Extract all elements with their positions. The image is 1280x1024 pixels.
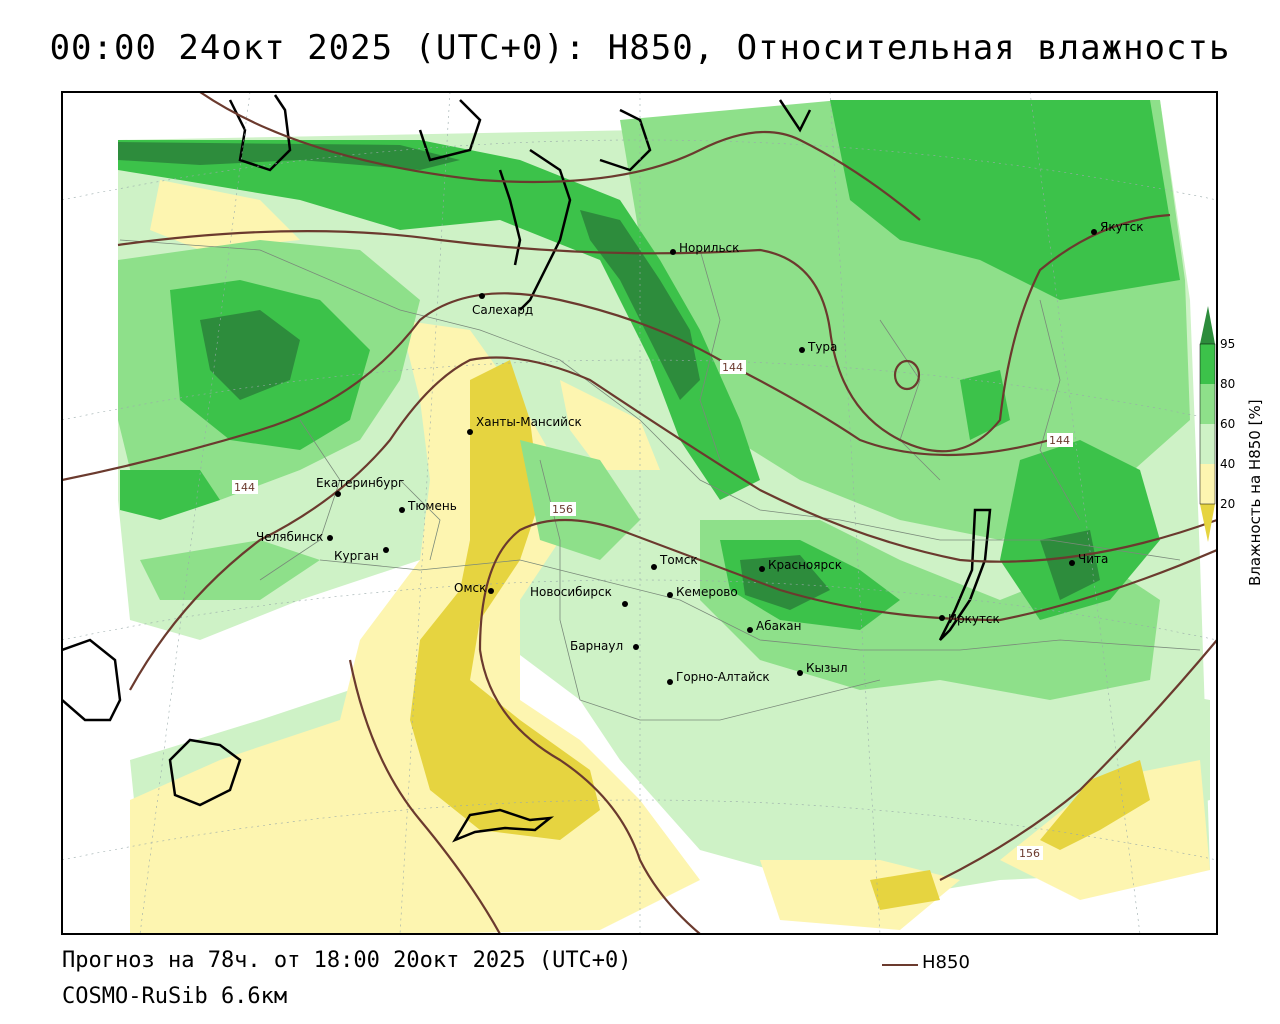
- city-label: Ханты-Мансийск: [476, 415, 582, 429]
- city-label: Кемерово: [676, 585, 738, 599]
- contour-label: 144: [234, 481, 255, 494]
- city-label: Якутск: [1100, 220, 1144, 234]
- city-label: Горно-Алтайск: [676, 670, 770, 684]
- colorbar-tick: 80: [1220, 377, 1236, 391]
- colorbar-tick: 95: [1220, 337, 1236, 351]
- city-label: Курган: [334, 549, 379, 563]
- colorbar-tick: 40: [1220, 457, 1236, 471]
- h850-contours: [62, 92, 1217, 934]
- map-frame: [61, 91, 1218, 935]
- humidity-fill-0: [410, 360, 1150, 910]
- colorbar: [1199, 306, 1216, 542]
- city-label: Новосибирск: [530, 585, 612, 599]
- city-label: Норильск: [679, 241, 739, 255]
- city-label: Чита: [1078, 552, 1108, 566]
- contour-label: 144: [1049, 434, 1070, 447]
- colorbar-tick: 60: [1220, 417, 1236, 431]
- colorbar-top-arrow: [1200, 306, 1215, 344]
- city-label: Кызыл: [806, 661, 848, 675]
- city-label: Тура: [807, 340, 837, 354]
- city-label: Екатеринбург: [316, 476, 404, 490]
- city-label: Иркутск: [948, 612, 1000, 626]
- colorbar-segment-20: [1200, 464, 1215, 504]
- model-name: COSMO-RuSib 6.6км: [62, 984, 288, 1009]
- colorbar-title: Влажность на H850 [%]: [1246, 399, 1264, 586]
- cities: Якутск Норильск Салехард Тура Ханты-Манс…: [256, 220, 1144, 685]
- contour-label: 156: [552, 503, 573, 516]
- forecast-info: Прогноз на 78ч. от 18:00 20окт 2025 (UTC…: [62, 948, 632, 973]
- legend-label: H850: [922, 952, 970, 973]
- admin-boundaries: [119, 239, 1201, 721]
- coastlines: [62, 94, 992, 843]
- city-label: Барнаул: [570, 639, 623, 653]
- contour-labels: 144 144 144 156 156: [232, 360, 1073, 860]
- colorbar-segment-40: [1200, 424, 1215, 464]
- colorbar-bottom-arrow: [1200, 504, 1215, 542]
- city-label: Челябинск: [256, 530, 323, 544]
- colorbar-segment-80: [1200, 344, 1215, 384]
- legend-line-swatch: [882, 964, 918, 966]
- city-label: Томск: [659, 553, 698, 567]
- contour-label: 144: [722, 361, 743, 374]
- map-title: 00:00 24окт 2025 (UTC+0): H850, Относите…: [49, 28, 1231, 68]
- city-label: Красноярск: [768, 558, 842, 572]
- city-label: Абакан: [756, 619, 801, 633]
- city-label: Салехард: [472, 303, 533, 317]
- contour-label: 156: [1019, 847, 1040, 860]
- city-label: Омск: [454, 581, 486, 595]
- colorbar-segment-60: [1200, 384, 1215, 424]
- city-label: Тюмень: [407, 499, 457, 513]
- colorbar-tick: 20: [1220, 497, 1236, 511]
